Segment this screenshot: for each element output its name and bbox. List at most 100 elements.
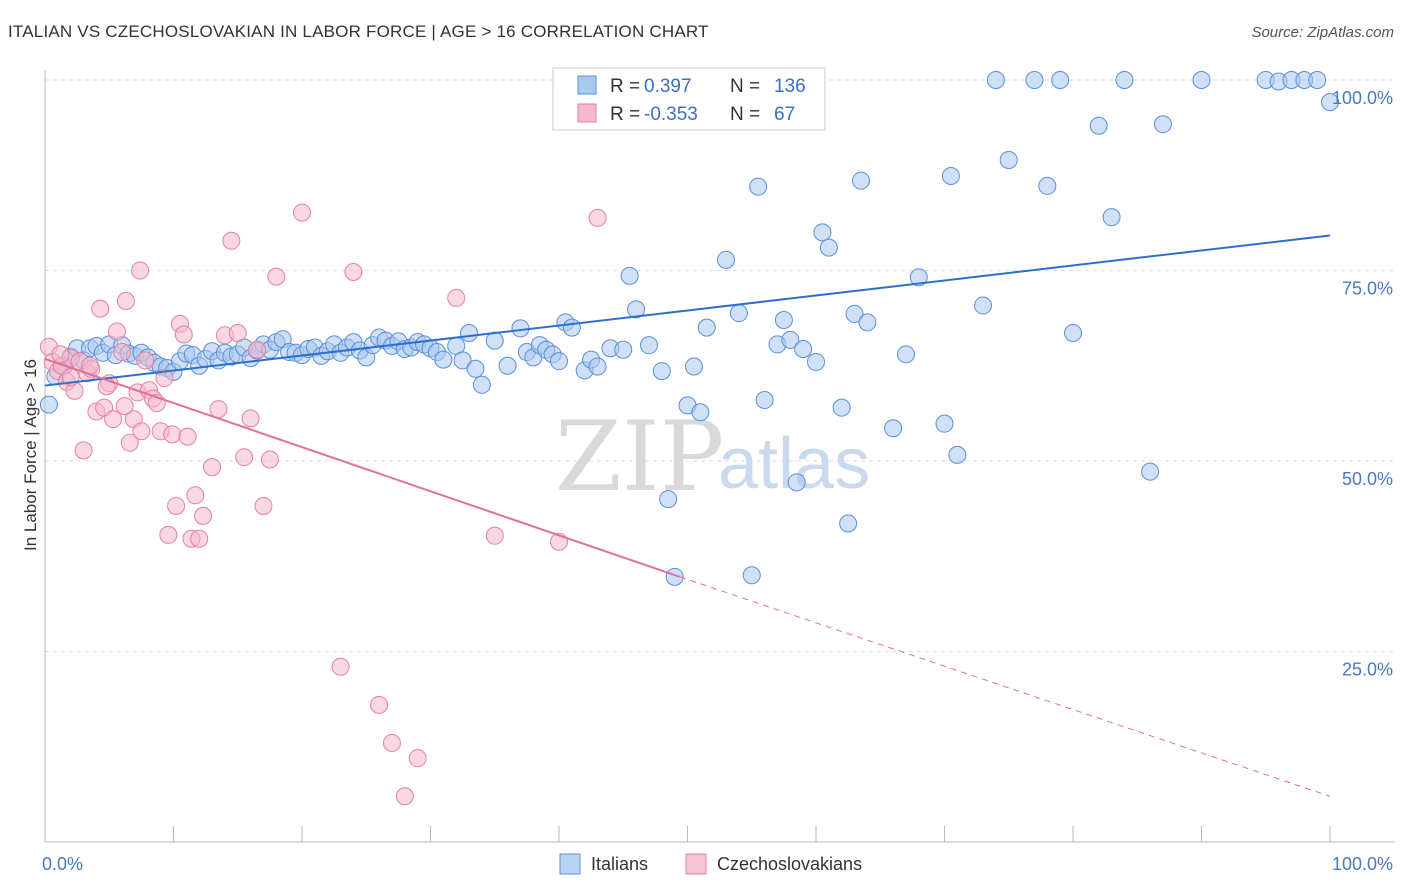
x-tick-label-1: 100.0% [1332, 854, 1393, 874]
italian-trend-line [44, 234, 1331, 387]
legend-r-label-1: R = [610, 104, 640, 125]
italian-point-85 [639, 336, 658, 355]
italian-point-99 [774, 311, 793, 330]
czechoslovakian-point-17 [113, 343, 132, 362]
czechoslovakian-point-19 [120, 433, 139, 452]
y-tick-label-2: 75.0% [1342, 279, 1393, 299]
italian-point-112 [896, 345, 915, 364]
czechoslovakian-point-57 [447, 288, 466, 307]
italian-point-107 [839, 514, 858, 533]
czechoslovakian-point-44 [235, 448, 254, 467]
czechoslovakian-trend-line [44, 357, 681, 578]
italian-point-93 [717, 250, 736, 269]
y-tick-label-3: 100.0% [1332, 88, 1393, 108]
legend-n-value-1: 67 [774, 104, 795, 125]
legend: R = 0.397 N = 136 R = -0.353 N = 67 [552, 67, 826, 131]
italian-point-127 [1141, 462, 1160, 481]
italian-point-118 [986, 71, 1005, 89]
italian-point-80 [588, 357, 607, 376]
legend-swatch-0 [577, 75, 597, 95]
italian-point-120 [1025, 71, 1044, 89]
czechoslovakian-point-12 [91, 299, 110, 318]
czechoslovakian-point-58 [485, 526, 504, 545]
italian-point-83 [620, 266, 639, 285]
legend-swatch-1 [577, 103, 597, 123]
czechoslovakian-point-8 [74, 441, 93, 460]
czechoslovakian-point-53 [370, 695, 389, 714]
italian-point-101 [787, 473, 806, 492]
czechoslovakian-point-50 [293, 203, 311, 222]
czechoslovakian-point-40 [209, 400, 228, 419]
italian-point-114 [935, 414, 954, 433]
italian-point-100 [781, 330, 800, 349]
czechoslovakian-point-54 [382, 733, 401, 752]
chart-title: ITALIAN VS CZECHOSLOVAKIAN IN LABOR FORC… [8, 22, 709, 41]
bottom-legend-swatch-1 [685, 853, 707, 875]
italian-point-115 [941, 167, 960, 186]
czechoslovakian-point-30 [163, 425, 182, 444]
czechoslovakian-point-46 [248, 340, 267, 359]
czechoslovakian-point-66 [131, 261, 150, 280]
czechoslovakian-point-56 [408, 749, 427, 768]
italian-point-77 [562, 318, 581, 337]
italian-point-68 [498, 356, 517, 375]
legend-r-label-0: R = [610, 76, 640, 97]
czechoslovakian-point-43 [228, 323, 247, 342]
y-axis-label: In Labor Force | Age > 16 [21, 359, 40, 551]
czechoslovakian-point-37 [190, 529, 209, 548]
czechoslovakian-point-55 [395, 787, 414, 806]
italian-point-64 [460, 323, 479, 342]
italian-point-122 [1051, 71, 1070, 89]
italian-point-134 [1308, 71, 1327, 89]
italian-point-117 [974, 296, 993, 315]
italian-point-105 [819, 238, 838, 257]
italian-point-116 [948, 445, 967, 464]
italian-point-126 [1115, 71, 1134, 89]
italian-point-129 [1192, 71, 1211, 89]
italian-point-97 [755, 391, 774, 410]
y-tick-label-1: 50.0% [1342, 469, 1393, 489]
czechoslovakian-point-22 [132, 422, 151, 441]
legend-box [552, 67, 826, 131]
x-tick-label-0: 0.0% [42, 854, 83, 874]
italian-point-106 [832, 398, 851, 417]
bottom-legend: Italians Czechoslovakians [559, 853, 862, 875]
italian-point-103 [807, 352, 825, 371]
legend-n-value-0: 136 [774, 76, 806, 97]
italian-point-61 [434, 350, 453, 369]
italian-point-90 [684, 357, 703, 376]
italian-point-110 [858, 313, 877, 332]
czechoslovakian-point-18 [116, 291, 135, 310]
bottom-legend-swatch-0 [559, 853, 581, 875]
italian-point-124 [1089, 116, 1108, 135]
italian-point-113 [909, 268, 928, 287]
italian-point-86 [652, 362, 671, 381]
italian-point-104 [813, 223, 832, 242]
italian-point-121 [1038, 176, 1057, 195]
czechoslovakian-point-36 [186, 486, 205, 505]
czechoslovakian-point-23 [136, 351, 155, 370]
czechoslovakian-point-61 [51, 345, 70, 364]
czechoslovakian-point-16 [107, 322, 126, 341]
italian-point-82 [614, 340, 633, 359]
bottom-legend-label-0: Italians [591, 854, 648, 874]
y-tick-labels: 25.0% 50.0% 75.0% 100.0% [1332, 88, 1393, 680]
legend-r-value-0: 0.397 [644, 76, 692, 97]
x-tick-labels: 0.0% 100.0% [42, 854, 1393, 874]
italian-point-92 [697, 318, 716, 337]
czechoslovakian-point-45 [241, 409, 260, 428]
y-tick-label-0: 25.0% [1342, 660, 1393, 680]
legend-n-label-1: N = [730, 104, 760, 125]
italian-point-87 [659, 490, 678, 509]
czechoslovakian-point-60 [588, 208, 607, 227]
czechoslovakian-point-65 [115, 397, 134, 416]
italian-point-75 [550, 352, 568, 371]
czechoslovakian-trend-extension [679, 576, 1331, 797]
axes [44, 70, 1395, 843]
czechoslovakian-point-28 [155, 368, 174, 387]
czechoslovakian-point-15 [104, 410, 123, 429]
italian-point-108 [845, 304, 864, 323]
czechoslovakian-point-34 [178, 427, 197, 446]
italian-point-109 [851, 171, 870, 190]
